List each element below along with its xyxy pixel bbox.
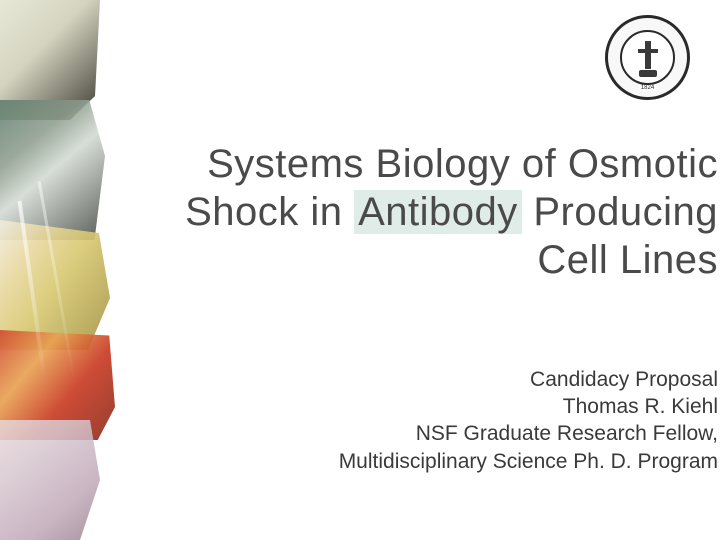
author-block: Candidacy Proposal Thomas R. Kiehl NSF G… xyxy=(170,366,720,475)
author-name: Thomas R. Kiehl xyxy=(170,393,718,420)
seal-emblem xyxy=(632,39,664,77)
seal-base-icon xyxy=(639,70,657,77)
seal-inner-ring xyxy=(620,30,675,85)
title-block: Systems Biology of Osmotic Shock in Anti… xyxy=(100,140,720,284)
title-suffix: Producing xyxy=(522,190,718,234)
institution-seal: 1824 xyxy=(605,15,690,100)
title-highlighted-word: Antibody xyxy=(354,190,522,234)
seal-cross-icon xyxy=(638,49,658,53)
title-prefix: Shock in xyxy=(185,190,354,234)
title-line-1: Systems Biology of Osmotic xyxy=(100,140,718,188)
slide-container: 1824 Systems Biology of Osmotic Shock in… xyxy=(0,0,720,540)
seal-year-label: 1824 xyxy=(639,85,656,91)
paint-block-green xyxy=(0,100,105,240)
title-line-2: Shock in Antibody Producing xyxy=(100,188,718,236)
author-affiliation-2: Multidisciplinary Science Ph. D. Program xyxy=(170,448,718,475)
paint-block-bottom xyxy=(0,420,100,540)
author-affiliation-1: NSF Graduate Research Fellow, xyxy=(170,420,718,447)
title-line-3: Cell Lines xyxy=(100,236,718,284)
seal-outer-ring: 1824 xyxy=(605,15,690,100)
seal-column-icon xyxy=(645,41,651,69)
proposal-type: Candidacy Proposal xyxy=(170,366,718,393)
